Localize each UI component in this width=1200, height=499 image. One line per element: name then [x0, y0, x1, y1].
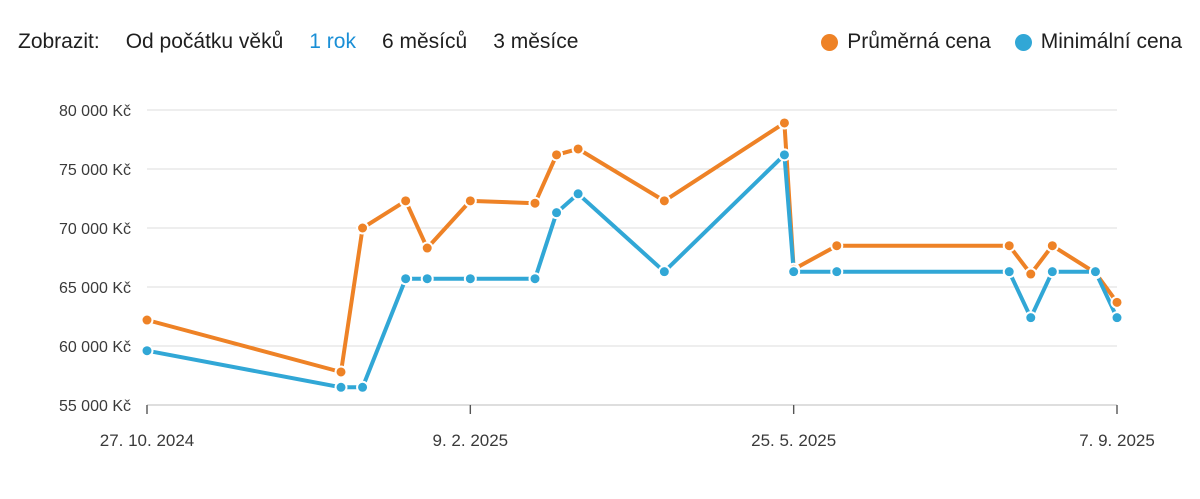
data-point-average[interactable] [334, 365, 348, 379]
data-point-minimum[interactable] [399, 272, 413, 286]
data-point-average[interactable] [356, 221, 370, 235]
legend-item-average[interactable]: Průměrná cena [821, 30, 991, 54]
data-point-minimum[interactable] [463, 272, 477, 286]
data-point-minimum[interactable] [1002, 265, 1016, 279]
range-selector: Zobrazit: Od počátku věků 1 rok 6 měsíců… [18, 26, 604, 58]
data-point-average[interactable] [830, 239, 844, 253]
data-point-average[interactable] [528, 196, 542, 210]
data-point-minimum[interactable] [1024, 311, 1038, 325]
range-label: Zobrazit: [18, 30, 100, 53]
data-point-average[interactable] [777, 116, 791, 130]
data-point-minimum[interactable] [787, 265, 801, 279]
series-line-average [145, 121, 1119, 374]
legend-label-minimum: Minimální cena [1040, 30, 1182, 53]
y-tick-label: 55 000 Kč [59, 398, 131, 415]
series [140, 116, 1124, 394]
y-tick-label: 75 000 Kč [59, 162, 131, 179]
data-point-minimum[interactable] [528, 272, 542, 286]
x-tick-label: 9. 2. 2025 [433, 431, 509, 450]
x-tick-label: 25. 5. 2025 [751, 431, 836, 450]
x-tick-label: 7. 9. 2025 [1079, 431, 1155, 450]
data-point-minimum[interactable] [1045, 265, 1059, 279]
data-point-minimum[interactable] [830, 265, 844, 279]
data-point-average[interactable] [420, 241, 434, 255]
y-tick-label: 70 000 Kč [59, 221, 131, 238]
legend-item-minimum[interactable]: Minimální cena [1014, 30, 1182, 54]
data-point-minimum[interactable] [140, 344, 154, 358]
range-option-1-year[interactable]: 1 rok [309, 30, 356, 53]
data-point-minimum[interactable] [334, 380, 348, 394]
data-point-average[interactable] [571, 142, 585, 156]
data-point-minimum[interactable] [1088, 265, 1102, 279]
chart-legend: Průměrná cena Minimální cena [797, 26, 1182, 58]
data-point-minimum[interactable] [420, 272, 434, 286]
legend-label-average: Průměrná cena [847, 30, 991, 53]
data-point-minimum[interactable] [777, 148, 791, 162]
data-point-average[interactable] [550, 148, 564, 162]
y-tick-label: 60 000 Kč [59, 339, 131, 356]
data-point-average[interactable] [657, 194, 671, 208]
x-tick-label: 27. 10. 2024 [100, 431, 195, 450]
data-point-average[interactable] [140, 313, 154, 327]
y-tick-label: 65 000 Kč [59, 280, 131, 297]
range-option-all-time[interactable]: Od počátku věků [125, 30, 284, 53]
data-point-average[interactable] [399, 194, 413, 208]
data-point-average[interactable] [463, 194, 477, 208]
grid [147, 109, 1117, 347]
legend-swatch-minimum [1014, 33, 1032, 51]
range-option-6-months[interactable]: 6 měsíců [381, 30, 468, 53]
data-point-minimum[interactable] [571, 187, 585, 201]
data-point-average[interactable] [1002, 239, 1016, 253]
series-line-minimum [145, 152, 1119, 390]
legend-swatch-average [821, 33, 839, 51]
data-point-minimum[interactable] [550, 206, 564, 220]
data-point-average[interactable] [1024, 267, 1038, 281]
data-point-average[interactable] [1045, 239, 1059, 253]
data-point-average[interactable] [1110, 295, 1124, 309]
data-point-minimum[interactable] [1110, 311, 1124, 325]
y-tick-label: 80 000 Kč [59, 103, 131, 120]
range-option-3-months[interactable]: 3 měsíce [493, 30, 579, 53]
data-point-minimum[interactable] [356, 380, 370, 394]
axes: 55 000 Kč 60 000 Kč 65 000 Kč 70 000 Kč 75 0… [59, 103, 1155, 450]
data-point-minimum[interactable] [657, 265, 671, 279]
